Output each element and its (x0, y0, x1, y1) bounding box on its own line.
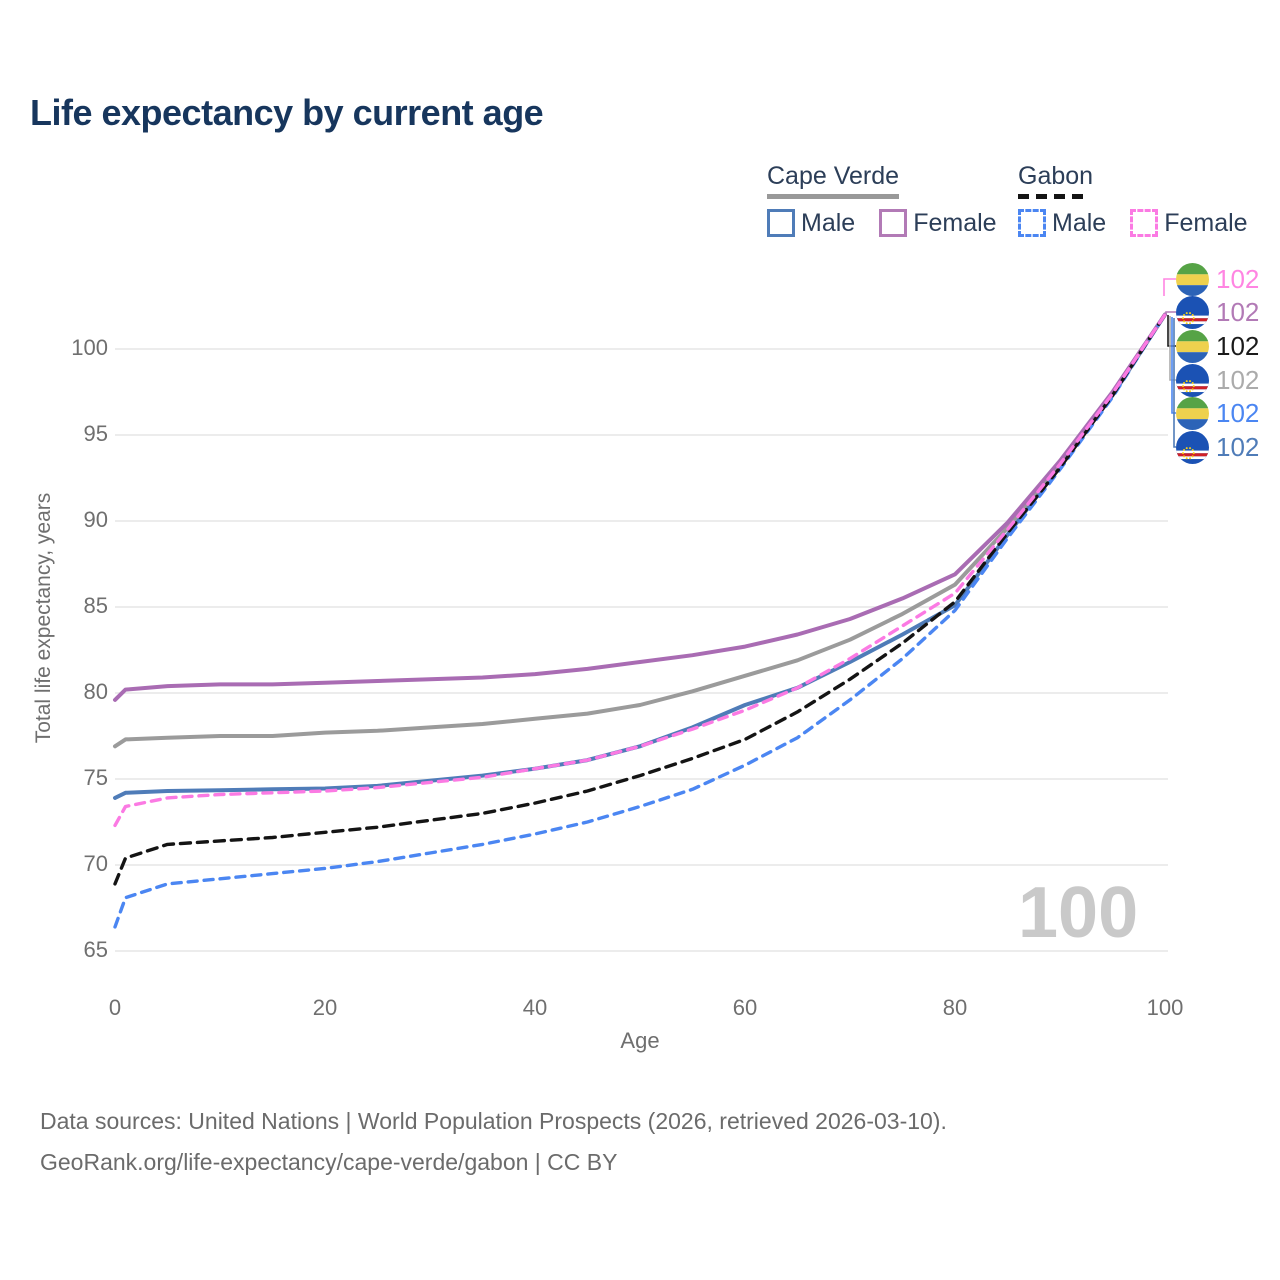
end-label-cape-verde: 102 (1176, 363, 1259, 397)
gabon-flag-icon (1176, 396, 1209, 430)
gabon-flag-icon (1176, 329, 1209, 363)
end-value: 102 (1216, 296, 1260, 327)
series-line-cape-verde-male (113, 312, 1167, 800)
x-tick-label: 40 (522, 995, 548, 1020)
end-label-gabon: 102 (1176, 329, 1259, 363)
y-tick-label: 95 (83, 421, 108, 446)
series-line-cape-verde-female (113, 312, 1167, 702)
leader-line (1163, 278, 1176, 296)
y-axis-title: Total life expectancy, years (32, 492, 55, 744)
legend-swatch (767, 209, 795, 237)
end-value: 102 (1216, 263, 1260, 294)
x-axis-title: Age (620, 1028, 660, 1053)
legend-swatch (879, 209, 908, 237)
legend-country-label: Gabon (1018, 162, 1094, 190)
y-tick-label: 70 (83, 851, 108, 876)
age-watermark: 100 (1018, 873, 1139, 953)
leader-line (1165, 311, 1176, 314)
end-value: 102 (1216, 364, 1260, 395)
legend-item-gabon-male: Male (1018, 209, 1106, 238)
y-tick-label: 100 (71, 335, 108, 360)
end-label-gabon-male: 102 (1176, 396, 1259, 430)
end-label-gabon-female: 102 (1176, 262, 1259, 296)
attribution-text: GeoRank.org/life-expectancy/cape-verde/g… (40, 1149, 618, 1175)
end-label-cape-verde-male: 102 (1176, 430, 1259, 464)
x-tick-label: 60 (732, 995, 758, 1020)
page-title: Life expectancy by current age (30, 92, 544, 133)
y-tick-label: 65 (83, 937, 108, 962)
end-value: 102 (1216, 431, 1260, 462)
y-tick-label: 90 (83, 507, 108, 532)
legend-swatch (1018, 209, 1046, 237)
legend-country-label: Cape Verde (767, 162, 900, 190)
legend-item-label: Male (801, 208, 856, 237)
series-line-gabon-female (113, 312, 1167, 828)
legend-line-style-sample (767, 193, 899, 199)
y-tick-label: 85 (83, 593, 108, 618)
legend-item-label: Female (913, 208, 997, 237)
legend-item-cape-verde-female: Female (879, 208, 997, 238)
end-label-cape-verde-female: 102 (1176, 295, 1259, 329)
x-tick-label: 80 (942, 995, 968, 1020)
legend-item-label: Male (1052, 208, 1107, 237)
legend-swatch (1130, 209, 1159, 237)
cape-verde-flag-icon (1176, 430, 1209, 464)
gabon-flag-icon (1176, 262, 1209, 296)
x-tick-label: 100 (1146, 995, 1184, 1020)
x-tick-label: 20 (312, 995, 338, 1020)
cape-verde-flag-icon (1176, 363, 1209, 397)
cape-verde-flag-icon (1176, 295, 1209, 329)
leader-line (1173, 318, 1176, 448)
series-line-gabon-both (113, 312, 1167, 886)
series-line-gabon-male (113, 312, 1167, 929)
y-tick-label: 80 (83, 679, 108, 704)
y-tick-label: 75 (83, 765, 108, 790)
legend-item-cape-verde-male: Male (767, 209, 855, 238)
legend-group-gabon: Gabon Male Female (1018, 162, 1248, 238)
end-value: 102 (1216, 330, 1260, 361)
legend-item-label: Female (1164, 208, 1248, 237)
data-sources-text: Data sources: United Nations | World Pop… (40, 1108, 947, 1134)
end-value: 102 (1216, 397, 1260, 428)
x-tick-label: 0 (108, 995, 122, 1020)
series-line-cape-verde-both (113, 312, 1167, 749)
legend-line-style-sample (1018, 193, 1084, 199)
legend-item-gabon-female: Female (1130, 208, 1248, 238)
legend-group-cape-verde: Cape Verde Male Female (767, 162, 997, 238)
